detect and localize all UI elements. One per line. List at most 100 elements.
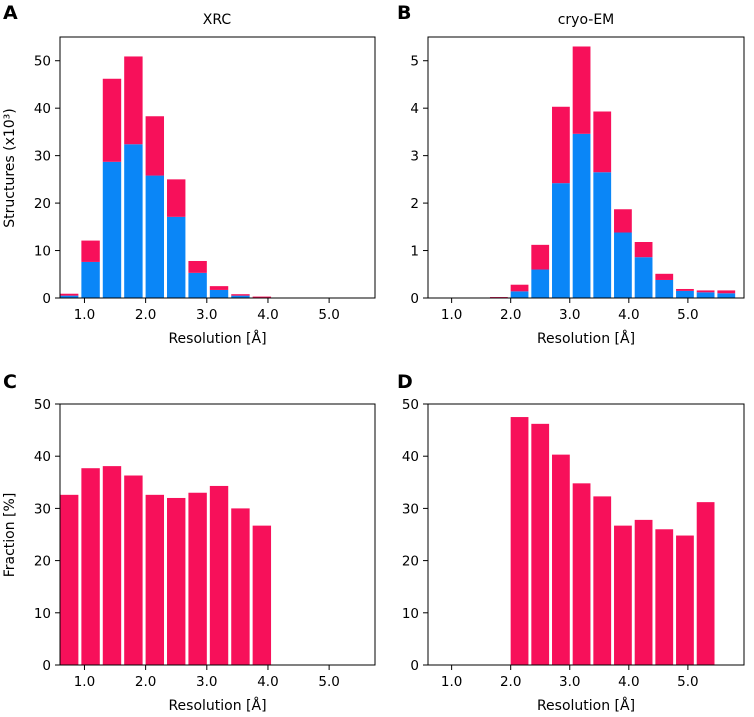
bar-c-red-0 [59, 494, 79, 665]
bar-d-red-9 [696, 502, 715, 665]
y-tick-label: 1 [410, 244, 419, 260]
x-tick-label: 3.0 [196, 674, 217, 690]
bar-d-red-7 [655, 529, 674, 665]
bar-a-blue-5 [167, 216, 186, 298]
bar-a-blue-6 [188, 272, 207, 298]
y-tick-label: 0 [42, 291, 51, 307]
y-tick-label: 0 [410, 291, 419, 307]
bar-a-blue-1 [81, 261, 100, 298]
x-axis-label: Resolution [Å] [537, 330, 635, 347]
bar-b-red-4 [552, 106, 570, 184]
x-tick-label: 4.0 [618, 674, 639, 690]
bar-b-blue-6 [593, 172, 612, 298]
x-tick-label: 5.0 [318, 307, 339, 323]
x-tick-label: 2.0 [135, 307, 156, 323]
x-axis-label: Resolution [Å] [537, 697, 635, 714]
y-tick-label: 50 [34, 54, 51, 70]
bar-d-red-8 [676, 535, 694, 665]
x-axis-label: Resolution [Å] [168, 697, 266, 714]
x-tick-label: 2.0 [135, 674, 156, 690]
y-axis-label: Structures (x10³) [2, 108, 18, 228]
x-tick-label: 3.0 [559, 307, 580, 323]
bar-d-red-4 [593, 496, 612, 665]
panel-letter: B [397, 2, 411, 24]
y-tick-label: 0 [42, 658, 51, 674]
bar-d-red-1 [531, 423, 550, 665]
bar-c-red-2 [102, 466, 122, 665]
x-tick-label: 3.0 [196, 307, 217, 323]
bar-a-red-9 [252, 296, 272, 298]
bar-b-red-5 [572, 46, 591, 134]
y-tick-label: 40 [34, 449, 51, 465]
plot-frame-c [59, 403, 376, 666]
bar-a-blue-7 [209, 289, 229, 298]
bar-a-blue-4 [145, 175, 165, 298]
x-tick-label: 1.0 [441, 307, 462, 323]
x-tick-label: 4.0 [257, 307, 278, 323]
y-tick-label: 20 [34, 196, 51, 212]
bar-c-red-3 [124, 475, 143, 665]
bar-a-red-5 [167, 179, 186, 217]
x-tick-label: 3.0 [559, 674, 580, 690]
x-tick-label: 4.0 [618, 307, 639, 323]
x-tick-label: 1.0 [74, 307, 95, 323]
bar-b-red-6 [593, 111, 612, 173]
bar-b-red-10 [676, 288, 694, 291]
y-tick-label: 4 [410, 101, 419, 117]
bar-d-red-3 [572, 483, 591, 665]
panel-d: 1.0 2.0 3.0 4.0 5.0 0 10 20 30 40 50 D Resolution [Å… [397, 371, 745, 714]
x-tick-label: 1.0 [441, 674, 462, 690]
bar-a-red-7 [209, 286, 229, 290]
y-tick-label: 2 [410, 196, 419, 212]
x-axis-label: Resolution [Å] [168, 330, 266, 347]
y-tick-label: 0 [410, 658, 419, 674]
x-tick-label: 1.0 [74, 674, 95, 690]
plot-frame-a [59, 36, 376, 299]
panel-b: 1.0 2.0 3.0 4.0 5.0 0 1 2 3 4 5 B cryo-EM Resolution … [397, 2, 745, 347]
panel-title: cryo-EM [558, 12, 615, 28]
bar-c-red-4 [145, 494, 165, 665]
bar-a-blue-2 [102, 161, 122, 298]
bar-b-red-3 [531, 244, 550, 270]
y-tick-label: 5 [410, 54, 419, 70]
y-tick-label: 30 [402, 501, 419, 517]
bar-d-red-2 [552, 454, 570, 665]
bar-b-blue-7 [614, 232, 632, 298]
bar-b-blue-5 [572, 133, 591, 298]
bar-b-red-12 [717, 290, 736, 294]
bar-b-red-7 [614, 209, 632, 233]
y-tick-label: 10 [34, 244, 51, 260]
y-tick-label: 50 [402, 397, 419, 413]
x-tick-label: 4.0 [257, 674, 278, 690]
bar-d-red-0 [510, 417, 529, 665]
bar-c-red-7 [209, 485, 229, 665]
y-tick-label: 10 [34, 606, 51, 622]
bar-a-red-3 [124, 56, 143, 145]
bar-b-blue-11 [696, 292, 715, 298]
panel-title: XRC [203, 12, 232, 28]
bar-a-red-4 [145, 116, 165, 176]
bar-a-blue-3 [124, 144, 143, 298]
bar-c-red-1 [81, 468, 100, 665]
bar-a-red-8 [231, 294, 250, 296]
panel-letter: A [3, 2, 18, 24]
bar-c-red-5 [167, 497, 186, 665]
plot-frame-d [427, 403, 745, 666]
plot-frame-b [427, 36, 745, 299]
y-tick-label: 20 [34, 554, 51, 570]
bar-b-blue-3 [531, 269, 550, 298]
y-tick-label: 20 [402, 554, 419, 570]
bar-d-red-6 [634, 519, 653, 665]
y-tick-label: 30 [34, 501, 51, 517]
bar-b-blue-12 [717, 293, 736, 298]
bar-c-red-8 [231, 508, 250, 665]
bar-d-red-5 [614, 525, 632, 665]
bar-b-blue-2 [510, 291, 529, 298]
bar-b-blue-8 [634, 257, 653, 298]
panel-c: 1.0 2.0 3.0 4.0 5.0 0 10 20 30 40 50 C Resolution [Å… [2, 371, 376, 714]
bar-a-red-1 [81, 240, 100, 262]
bar-a-red-2 [102, 78, 122, 162]
y-tick-label: 40 [402, 449, 419, 465]
bar-b-red-11 [696, 290, 715, 293]
